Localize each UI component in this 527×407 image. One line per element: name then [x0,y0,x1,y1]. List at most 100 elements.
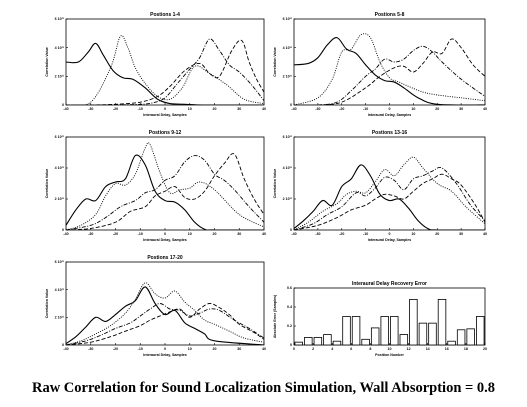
series-line-dashed-4 [66,153,264,230]
x-tick-label: -10 [138,107,143,111]
y-tick-label: 0.4 [287,305,292,309]
x-tick-label: 16 [445,347,449,351]
x-tick-label: -10 [363,107,368,111]
x-tick-label: -40 [63,347,68,351]
y-axis-label: Correlation Value [45,169,49,199]
series-line-solid-1 [66,154,264,230]
x-axis-label: Interaural Delay, Samples [143,353,186,357]
x-axis-label: Position Number [375,353,404,357]
x-tick-label: -30 [315,232,320,236]
chart-title: Interaural Delay Recovery Error [352,281,427,287]
x-tick-label: -10 [138,232,143,236]
y-tick-label: 4 10¹¹ [55,46,65,50]
x-tick-label: 0 [164,347,166,351]
x-tick-label: 40 [483,232,487,236]
x-tick-label: 0 [164,232,166,236]
series-line-solid-1 [66,42,264,105]
x-tick-label: -10 [138,347,143,351]
series-line-solid-1 [294,37,485,105]
chart-title: Postions 13-16 [372,130,408,136]
bar-position-4 [323,334,332,346]
chart-panel-2: Postions 5-8 0 2 10¹¹ 4 10¹¹ 6 10¹¹ -40 -30 -20… [273,12,487,117]
x-tick-label: 6 [350,347,352,351]
x-tick-label: 10 [411,107,415,111]
y-tick-label: 2 10¹¹ [55,75,65,79]
y-tick-label: 4 10¹¹ [55,166,65,170]
bar-position-19 [466,328,475,346]
chart-panel-6: Interaural Delay Recovery Error 0 0.2 0.4 0.… [273,281,487,357]
x-tick-label: 20 [213,232,217,236]
bar-position-20 [476,316,485,346]
bar-position-18 [456,329,466,346]
bar-position-1 [294,341,303,346]
y-tick-label: 6 10¹¹ [55,260,65,264]
x-tick-label: 30 [459,107,463,111]
x-tick-label: -20 [113,107,118,111]
x-tick-label: 0 [164,107,166,111]
x-tick-label: -40 [63,107,68,111]
x-tick-label: -20 [113,347,118,351]
y-axis-label: Correlation Value [273,47,277,77]
y-axis-label: Correlation Value [45,47,49,77]
series-line-dotted-2 [66,282,264,345]
x-tick-label: 0 [293,347,295,351]
x-tick-label: 20 [435,107,439,111]
y-tick-label: 2 10¹¹ [283,197,293,201]
series-line-solid-1 [66,286,264,345]
y-axis-label: Correlation Value [45,289,49,319]
chart-title: Postions 17-20 [147,255,183,261]
bar-position-13 [409,298,418,346]
plot-frame [293,18,486,106]
series-line-dotted-2 [66,35,264,105]
chart-title: Postions 5-8 [375,12,405,18]
y-tick-label: 4 10¹¹ [283,166,293,170]
plot-frame [65,261,265,346]
y-tick-label: 0 [290,103,292,107]
x-tick-label: 40 [262,347,266,351]
y-tick-label: 0.6 [287,286,292,290]
bar-position-5 [332,340,342,346]
y-tick-label: 6 10¹¹ [55,135,65,139]
x-axis-label: Interaural Delay, Samples [368,113,411,117]
x-tick-label: 20 [213,107,217,111]
x-tick-label: 0 [389,232,391,236]
series-line-dotted-2 [294,33,485,105]
x-tick-label: 0 [389,107,391,111]
bar-position-17 [447,340,456,346]
chart-panel-3: Postions 9-12 0 2 10¹¹ 4 10¹¹ 6 10¹¹ -40 -30 -2… [45,130,266,242]
series-line-dashdot-3 [294,166,485,230]
x-tick-label: -20 [113,232,118,236]
x-tick-label: 10 [188,347,192,351]
chart-title: Postions 9-12 [149,130,182,136]
x-tick-label: 30 [459,232,463,236]
x-tick-label: -20 [339,107,344,111]
series-line-dashed-4 [66,39,264,105]
y-tick-label: 0 [62,343,64,347]
plot-frame [65,18,265,106]
x-tick-label: 30 [237,347,241,351]
chart-panel-1: Postions 1-4 0 2 10¹¹ 4 10¹¹ 6 10¹¹ -40 -30 -20… [45,12,266,117]
y-axis-label: Absolute Error (Samples) [273,294,277,338]
bar-position-9 [370,327,380,346]
series-line-dashdot-3 [294,45,485,105]
x-tick-label: 18 [464,347,468,351]
x-tick-label: 20 [435,232,439,236]
x-tick-label: 10 [188,107,192,111]
y-tick-label: 2 10¹¹ [55,316,65,320]
bar-position-12 [399,334,409,346]
x-tick-label: 10 [388,347,392,351]
x-tick-label: -30 [88,107,93,111]
plot-frame [293,287,486,346]
x-tick-label: -40 [63,232,68,236]
series-line-dashed-4 [294,173,485,230]
x-tick-label: 8 [369,347,371,351]
chart-title: Postions 1-4 [150,12,180,18]
y-tick-label: 6 10¹¹ [283,17,293,21]
series-line-dashed-4 [294,38,485,105]
x-tick-label: 14 [426,347,430,351]
bar-position-6 [342,316,351,346]
x-axis-label: Interaural Delay, Samples [368,238,411,242]
y-tick-label: 6 10¹¹ [283,135,293,139]
x-tick-label: -30 [315,107,320,111]
bar-position-11 [390,316,399,346]
